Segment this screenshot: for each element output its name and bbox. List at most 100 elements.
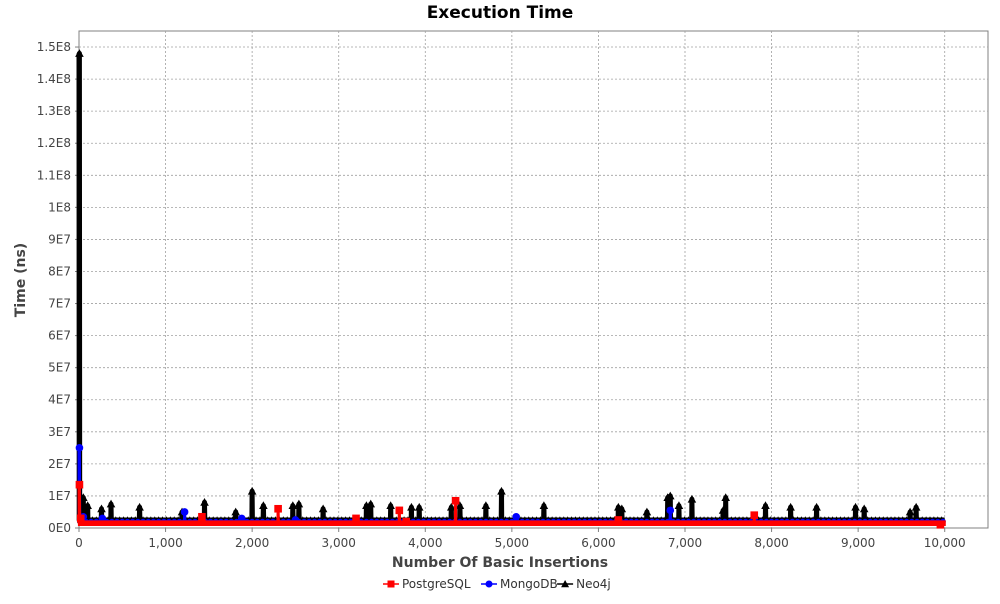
baseline-marker [846,520,853,526]
y-tick-label: 0E0 [48,521,71,535]
data-point-postgresql [352,514,360,523]
baseline-marker [425,520,432,526]
baseline-marker [327,520,333,526]
x-tick-label: 6,000 [581,536,615,550]
legend-item-neo4j: Neo4j [557,577,611,591]
baseline-marker [742,520,749,526]
y-tick-label: 1.5E8 [37,40,71,54]
data-point-neo4j [79,493,88,501]
baseline-marker [716,520,723,526]
baseline-marker [581,520,588,526]
baseline-marker [280,520,287,526]
baseline-marker [98,520,105,526]
baseline-marker [161,520,167,526]
data-point-postgresql [402,517,411,526]
data-point-neo4j [259,501,268,509]
baseline-marker [768,520,775,526]
baseline-marker [477,520,484,526]
y-tick-label: 2E7 [48,457,71,471]
baseline-marker [249,520,255,526]
baseline-marker [420,520,427,526]
x-tick-label: 2,000 [235,536,269,550]
plot-area [78,30,989,529]
baseline-marker [607,520,614,526]
legend-marker-postgresql-icon [387,580,395,588]
baseline-marker [633,520,640,526]
data-point-neo4j [481,501,491,509]
data-point-mongodb [512,512,520,521]
baseline-marker [436,520,442,526]
data-point-neo4j [718,506,728,514]
baseline-marker [342,520,349,526]
baseline-marker [924,520,931,526]
baseline-marker [763,520,770,526]
x-tick-label: 5,000 [495,536,529,550]
baseline-marker [550,520,557,526]
baseline-marker [737,520,744,526]
baseline-marker [311,520,318,526]
baseline-marker [379,520,385,526]
legend-marker-mongodb-icon [485,580,493,588]
data-point-mongodb [237,514,246,523]
baseline-marker [472,520,479,526]
baseline-marker [233,520,240,526]
baseline-marker [820,520,827,526]
baseline-marker [415,520,422,526]
series-postgresql [75,480,946,529]
baseline-marker [836,520,842,526]
baseline-marker [218,520,224,526]
baseline-marker [805,520,811,526]
data-point-neo4j [665,491,675,500]
data-point-mongodb [180,508,189,516]
baseline-marker [109,520,115,526]
data-point-neo4j [642,507,652,516]
baseline-marker [883,520,889,526]
data-point-neo4j [407,502,416,511]
data-point-neo4j [497,486,506,495]
baseline-marker [119,520,126,526]
baseline-marker [898,520,905,526]
baseline-marker [296,520,302,526]
y-tick-label: 1.1E8 [37,168,71,182]
baseline-marker [675,520,681,526]
grid-lines [79,31,988,528]
data-point-neo4j [414,502,424,511]
baseline-marker [202,520,209,526]
baseline-marker [290,520,297,526]
data-point-postgresql [198,512,206,521]
baseline-marker [88,520,94,526]
y-tick-label: 9E7 [48,232,71,246]
baseline-marker [597,520,603,526]
baseline-marker [566,520,572,526]
x-tick-label: 1,000 [148,536,182,550]
baseline-marker [254,520,261,526]
data-point-postgresql [75,480,84,489]
baseline-marker [150,520,157,526]
baseline-marker [784,520,790,526]
baseline-marker [197,520,203,526]
y-tick-label: 1E7 [48,489,71,503]
baseline-marker [659,520,666,526]
baseline-marker [228,520,235,526]
data-point-neo4j [455,501,465,509]
baseline-marker [914,520,920,526]
baseline-marker [389,520,396,526]
baseline-marker [779,520,785,526]
baseline-marker [789,520,796,526]
y-tick-label: 3E7 [48,425,71,439]
baseline-marker [332,520,339,526]
baseline-marker [83,520,89,526]
baseline-marker [129,520,136,526]
legend-label: PostgreSQL [402,577,471,591]
baseline-marker [451,520,458,526]
baseline-marker [114,520,120,526]
baseline-marker [623,520,629,526]
baseline-marker [264,520,271,526]
baseline-marker [680,520,687,526]
data-point-neo4j [106,499,116,508]
baseline-marker [441,520,448,526]
data-point-neo4j [812,502,821,511]
baseline-marker [851,520,858,526]
baseline-marker [841,520,848,526]
